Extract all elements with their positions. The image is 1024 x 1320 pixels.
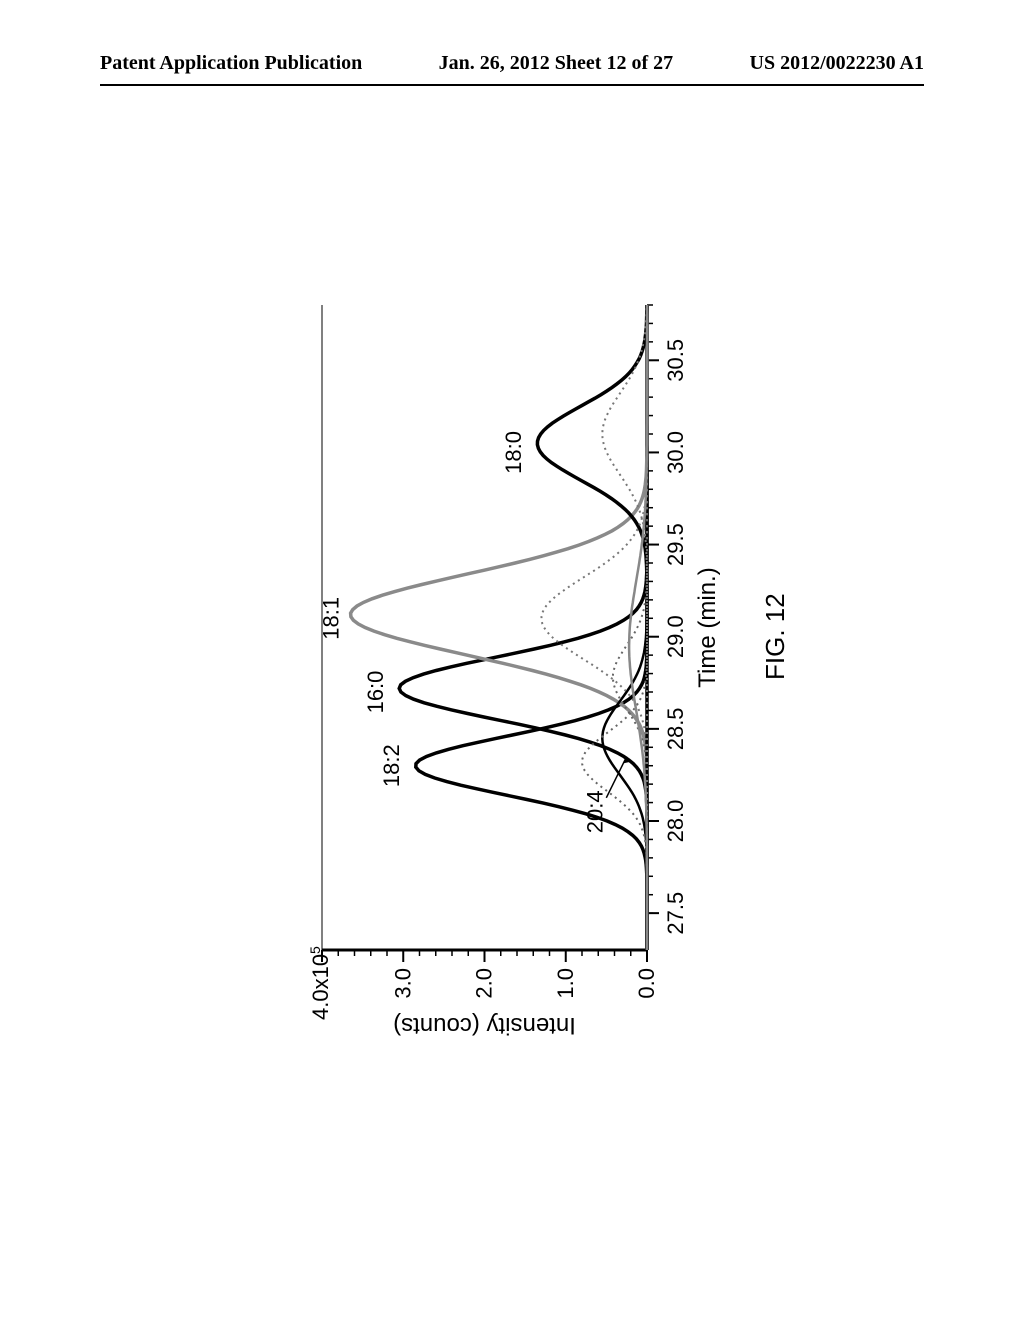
svg-text:30.5: 30.5 <box>663 339 688 382</box>
svg-text:30.0: 30.0 <box>663 431 688 474</box>
svg-text:18:0: 18:0 <box>501 431 526 474</box>
svg-text:0.0: 0.0 <box>634 968 659 999</box>
svg-text:Intensity (counts): Intensity (counts) <box>393 1012 576 1039</box>
svg-text:18:2: 18:2 <box>379 744 404 787</box>
svg-text:27.5: 27.5 <box>663 892 688 935</box>
svg-text:20:4: 20:4 <box>582 790 607 833</box>
svg-text:28.5: 28.5 <box>663 707 688 750</box>
figure-caption: FIG. 12 <box>760 593 791 680</box>
svg-text:28.0: 28.0 <box>663 800 688 843</box>
svg-text:18:1: 18:1 <box>318 597 343 640</box>
svg-text:Time (min.): Time (min.) <box>694 567 721 687</box>
header-right: US 2012/0022230 A1 <box>750 52 924 75</box>
svg-text:29.0: 29.0 <box>663 615 688 658</box>
svg-text:1.0: 1.0 <box>553 968 578 999</box>
svg-text:16:0: 16:0 <box>363 671 388 714</box>
patent-header: Patent Application Publication Jan. 26, … <box>0 52 1024 75</box>
svg-text:29.5: 29.5 <box>663 523 688 566</box>
svg-text:2.0: 2.0 <box>472 968 497 999</box>
page: Patent Application Publication Jan. 26, … <box>0 0 1024 1320</box>
header-left: Patent Application Publication <box>100 52 362 75</box>
svg-text:3.0: 3.0 <box>390 968 415 999</box>
svg-text:4.0x105: 4.0x105 <box>307 946 333 1020</box>
header-center: Jan. 26, 2012 Sheet 12 of 27 <box>439 52 673 75</box>
header-rule <box>100 84 924 86</box>
